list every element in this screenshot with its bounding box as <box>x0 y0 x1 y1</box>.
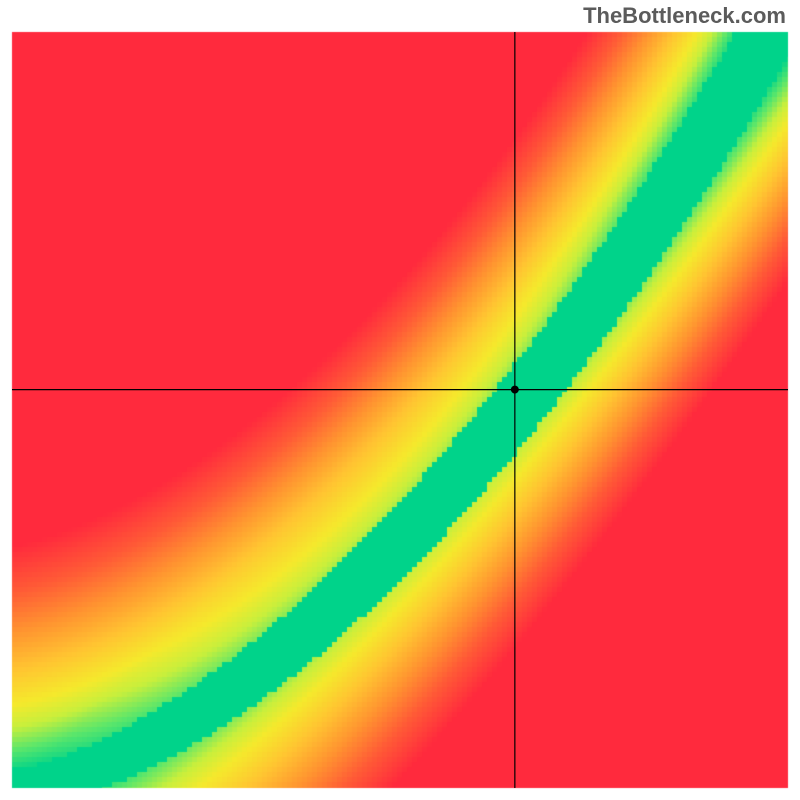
chart-container: TheBottleneck.com <box>0 0 800 800</box>
bottleneck-heatmap <box>0 0 800 800</box>
watermark-text: TheBottleneck.com <box>583 3 786 29</box>
